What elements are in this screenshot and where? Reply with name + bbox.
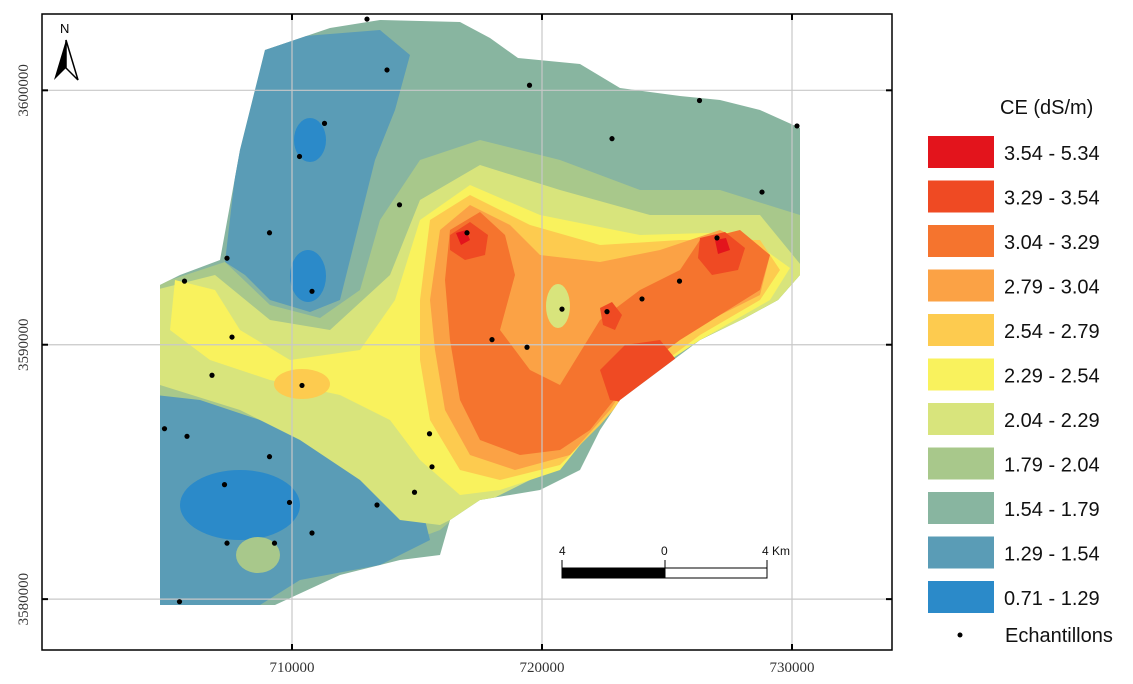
legend-title: CE (dS/m) [1000, 97, 1093, 119]
zone-3-54-5-34-b [715, 238, 730, 254]
sample-point [271, 540, 278, 546]
sample-point [161, 426, 168, 432]
coordinate-grid [42, 14, 892, 650]
sample-point [676, 278, 683, 284]
sample-point [321, 120, 328, 126]
legend-class-label: 1.29 - 1.54 [1004, 544, 1100, 566]
legend-swatch [928, 403, 994, 435]
y-tick-label: 3580000 [16, 573, 32, 626]
legend: CE (dS/m) 3.54 - 5.34 3.29 - 3.54 3.04 - 3… [928, 97, 1113, 647]
sample-point [396, 202, 403, 208]
zone-dark-blue-c [180, 470, 300, 540]
sample-point [489, 337, 495, 343]
legend-class-label: 3.29 - 3.54 [1004, 188, 1100, 210]
sample-point [176, 599, 183, 605]
sample-point [266, 454, 273, 460]
legend-sample-symbol [957, 632, 963, 638]
legend-swatch [928, 136, 994, 168]
sample-point [309, 288, 315, 294]
legend-class-label: 2.79 - 3.04 [1004, 277, 1100, 299]
legend-swatch [928, 581, 994, 613]
sample-point [224, 540, 230, 546]
scale-bar-empty-segment [664, 567, 768, 579]
north-arrow-left-icon [54, 40, 66, 80]
legend-samples-label: Echantillons [1005, 625, 1113, 647]
sample-point [209, 372, 215, 378]
sample-point [464, 230, 470, 236]
y-tick-label: 3590000 [16, 318, 32, 371]
sample-point [429, 464, 435, 470]
zone-3-04-3-29 [445, 212, 770, 455]
sample-point [299, 382, 305, 389]
legend-class-label: 2.04 - 2.29 [1004, 410, 1100, 432]
legend-swatch [928, 180, 994, 213]
sample-point [524, 344, 530, 350]
sample-point [266, 230, 273, 236]
sample-point [759, 189, 765, 195]
legend-class-label: 1.54 - 1.79 [1004, 499, 1100, 521]
north-label: N [60, 21, 69, 36]
sample-point [181, 278, 188, 284]
scale-label-left: 4 [559, 544, 566, 558]
scale-label-zero: 0 [661, 544, 668, 558]
sample-point [184, 433, 190, 439]
sample-points [161, 16, 800, 605]
north-arrow: N [54, 21, 79, 81]
zone-3-29-3-54-b [698, 232, 745, 275]
sample-point [364, 16, 370, 22]
zone-green-island-south [236, 537, 280, 573]
sample-point [229, 334, 235, 340]
legend-swatch [928, 225, 994, 257]
sample-point [526, 82, 533, 88]
zone-dark-blue-b [290, 250, 326, 302]
scale-bar: 4 0 4 Km [559, 544, 790, 579]
sample-point [286, 499, 293, 506]
sample-point [714, 235, 720, 241]
zone-low-island-center [546, 284, 570, 328]
legend-classes: 3.54 - 5.34 3.29 - 3.54 3.04 - 3.29 2.79 - … [928, 136, 1100, 613]
scale-bar-filled-segment [561, 567, 666, 579]
sample-point [794, 123, 800, 129]
legend-swatch [928, 447, 994, 480]
x-tick-label: 730000 [770, 660, 815, 676]
sample-point [696, 97, 703, 104]
sample-point [639, 296, 645, 302]
legend-swatch [928, 358, 994, 391]
sample-point [224, 255, 230, 261]
x-tick-label: 720000 [520, 660, 565, 676]
zone-3-29-3-54-d [600, 302, 622, 330]
x-tick-label: 710000 [270, 660, 315, 676]
legend-swatch [928, 269, 994, 302]
sample-point [559, 306, 565, 312]
zone-3-29-3-54-a [450, 222, 488, 260]
sample-point [604, 309, 610, 315]
sample-point [411, 489, 418, 495]
legend-class-label: 2.54 - 2.79 [1004, 321, 1100, 343]
sample-point [221, 482, 228, 488]
legend-swatch [928, 536, 994, 569]
zone-1-29-1-54-north [225, 30, 410, 312]
sample-point [309, 530, 315, 536]
y-tick-label: 3600000 [16, 64, 32, 117]
legend-class-label: 0.71 - 1.29 [1004, 588, 1100, 610]
north-arrow-right-icon [65, 39, 79, 81]
zone-dark-blue-a [294, 118, 326, 162]
legend-swatch [928, 314, 994, 346]
sample-point [426, 431, 433, 437]
sample-point [609, 136, 615, 142]
scale-label-right: 4 Km [762, 544, 790, 558]
legend-class-label: 1.79 - 2.04 [1004, 455, 1100, 477]
sample-point [296, 153, 303, 160]
legend-swatch [928, 492, 994, 524]
sample-point [384, 67, 390, 73]
sample-point [374, 502, 380, 508]
legend-class-label: 2.29 - 2.54 [1004, 366, 1100, 388]
axis-ticks: 710000 720000 730000 3600000 3590000 3580000 [16, 14, 892, 676]
legend-class-label: 3.54 - 5.34 [1004, 143, 1100, 165]
legend-class-label: 3.04 - 3.29 [1004, 232, 1100, 254]
